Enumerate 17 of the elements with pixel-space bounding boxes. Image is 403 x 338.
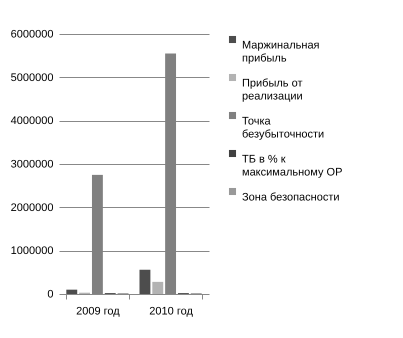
x-tick-label: 2009 год <box>76 306 120 318</box>
legend-label: Зона безопасности <box>242 192 340 204</box>
legend-label: Маржинальная прибыль <box>242 40 320 64</box>
legend-label: ТБ в % к максимальному ОР <box>242 154 342 178</box>
y-tick-label: 4000000 <box>10 115 54 128</box>
y-tick-label: 3000000 <box>10 158 54 170</box>
y-tick-label: 1000000 <box>10 245 54 258</box>
y-tick-label: 6000000 <box>10 28 54 40</box>
y-tick-label: 5000000 <box>10 72 54 84</box>
bar <box>152 282 164 294</box>
legend-label: Точка безубыточности <box>242 116 324 140</box>
y-tick-label: 2000000 <box>10 202 54 214</box>
y-tick-label: 0 <box>47 288 54 300</box>
bar <box>66 290 78 294</box>
x-tick-label: 2010 год <box>149 306 194 318</box>
bar <box>139 270 150 294</box>
legend-label: Прибыль от реализации <box>242 78 303 102</box>
